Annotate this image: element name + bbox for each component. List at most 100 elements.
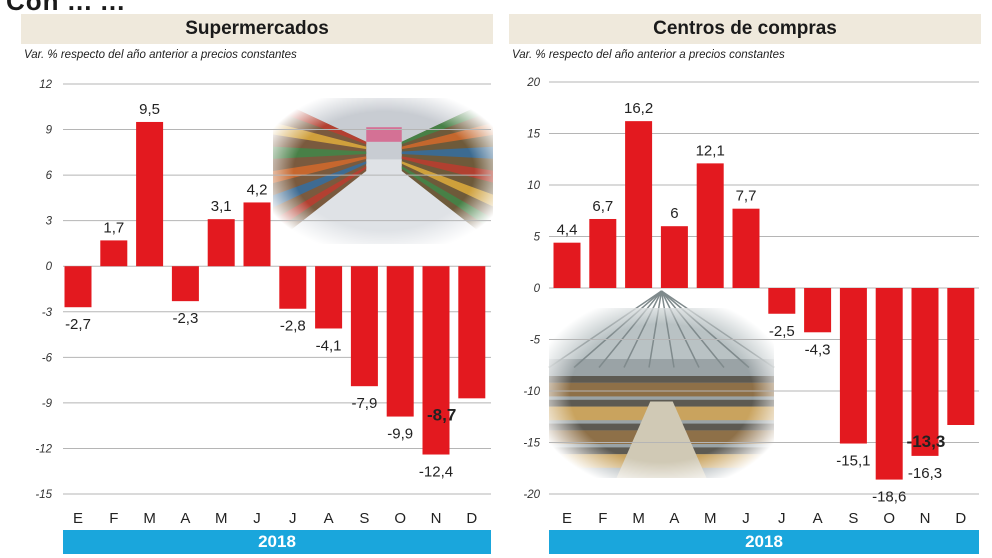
- year-bar: 2018: [549, 530, 979, 554]
- y-tick-label: 6: [46, 170, 53, 182]
- bar: [171, 266, 199, 302]
- x-tick-label: F: [109, 510, 118, 527]
- data-label: 9,5: [139, 101, 160, 118]
- bar: [458, 266, 486, 399]
- x-tick-label: D: [955, 510, 966, 527]
- x-tick-label: J: [289, 510, 297, 527]
- x-tick-label: M: [215, 510, 228, 527]
- x-tick-label: S: [359, 510, 369, 527]
- y-tick-label: -12: [35, 443, 52, 455]
- bar: [875, 288, 903, 480]
- x-tick-label: J: [742, 510, 750, 527]
- data-label: -7,9: [351, 395, 377, 412]
- data-label: -16,3: [908, 465, 942, 482]
- y-tick-label: 9: [46, 125, 53, 137]
- centros-de-compras-chart: 20 15 10 5 0 -5 -10 -15 -20 4,4 6,7 16,2 6 12,1 7,7 -2,…: [523, 77, 979, 527]
- x-tick-label: O: [394, 510, 406, 527]
- panel-subtitle: Var. % respecto del año anterior a preci…: [24, 49, 297, 61]
- x-tick-label: S: [848, 510, 858, 527]
- x-tick-label: J: [253, 510, 261, 527]
- data-label: -4,1: [316, 337, 342, 354]
- data-label: -12,4: [419, 464, 453, 481]
- data-label: -18,6: [872, 489, 906, 506]
- y-tick-label: 15: [527, 129, 540, 141]
- y-tick-label: 0: [534, 283, 541, 295]
- data-label: -8,7: [427, 405, 456, 424]
- x-tick-label: M: [632, 510, 645, 527]
- x-tick-label: N: [431, 510, 442, 527]
- panel-title: Centros de compras: [509, 14, 981, 44]
- y-tick-label: -3: [42, 307, 53, 319]
- y-tick-label: -6: [42, 352, 53, 364]
- data-label: -4,3: [805, 341, 831, 358]
- panel-title: Supermercados: [21, 14, 493, 44]
- data-label: 6,7: [592, 198, 613, 215]
- data-label: -2,7: [65, 316, 91, 333]
- y-tick-label: 3: [46, 216, 53, 228]
- data-label: 12,1: [696, 142, 725, 159]
- data-label: 6: [670, 205, 678, 222]
- x-tick-label: D: [466, 510, 477, 527]
- data-label: -2,8: [280, 318, 306, 335]
- x-tick-label: N: [920, 510, 931, 527]
- bar: [243, 202, 271, 267]
- x-tick-label: J: [778, 510, 786, 527]
- bar: [804, 288, 832, 333]
- data-label: -2,5: [769, 323, 795, 340]
- bar: [315, 266, 343, 329]
- data-label: -13,3: [907, 432, 946, 451]
- data-label: -15,1: [836, 453, 870, 470]
- y-tick-label: 20: [526, 77, 540, 89]
- data-label: 7,7: [736, 188, 757, 205]
- x-tick-label: E: [562, 510, 572, 527]
- data-label: 4,4: [557, 222, 578, 239]
- data-label: 4,2: [247, 181, 268, 198]
- data-label: 3,1: [211, 198, 232, 215]
- y-tick-label: -5: [530, 335, 541, 347]
- bar: [839, 288, 867, 444]
- y-tick-label: 12: [39, 79, 52, 91]
- bar: [947, 288, 975, 425]
- bar: [422, 266, 450, 455]
- bar: [911, 288, 939, 456]
- data-label: 1,7: [103, 219, 124, 236]
- y-tick-label: -9: [42, 398, 53, 410]
- bar: [350, 266, 378, 387]
- centros-de-compras-panel: Centros de compras Var. % respecto del a…: [509, 14, 981, 554]
- x-tick-label: O: [883, 510, 895, 527]
- y-tick-label: 0: [46, 261, 53, 273]
- bar: [64, 266, 92, 308]
- x-tick-label: M: [143, 510, 156, 527]
- bar: [589, 218, 617, 288]
- x-tick-label: A: [180, 510, 190, 527]
- y-tick-label: 10: [527, 180, 540, 192]
- bar: [768, 288, 796, 314]
- x-tick-label: E: [73, 510, 83, 527]
- supermarket-aisle-photo: [273, 98, 493, 244]
- y-tick-label: -10: [523, 386, 540, 398]
- shopping-mall-photo: [548, 290, 775, 478]
- supermercados-panel: Supermercados Var. % respecto del año an…: [21, 14, 493, 554]
- y-tick-label: -20: [523, 489, 540, 501]
- data-label: 16,2: [624, 100, 653, 117]
- bar: [386, 266, 414, 417]
- y-tick-label: -15: [35, 489, 52, 501]
- y-tick-label: -15: [523, 438, 540, 450]
- y-tick-label: 5: [534, 232, 541, 244]
- supermercados-chart: 12 9 6 3 0 -3 -6 -9 -12 -15 -2,7 1,7 9,5 -2,3 3,1 4,2 -2…: [35, 79, 493, 527]
- bar: [136, 121, 164, 267]
- x-tick-label: A: [813, 510, 823, 527]
- bar: [660, 226, 688, 288]
- data-label: -9,9: [387, 426, 413, 443]
- bar: [553, 242, 581, 288]
- x-tick-label: M: [704, 510, 717, 527]
- panel-subtitle: Var. % respecto del año anterior a preci…: [512, 49, 785, 61]
- bar: [207, 219, 235, 267]
- bar: [279, 266, 307, 309]
- x-tick-label: F: [598, 510, 607, 527]
- cut-off-title: Con ... ...: [6, 0, 126, 16]
- bar: [696, 163, 724, 288]
- bar: [100, 240, 128, 267]
- bar: [625, 121, 653, 288]
- x-tick-label: A: [669, 510, 679, 527]
